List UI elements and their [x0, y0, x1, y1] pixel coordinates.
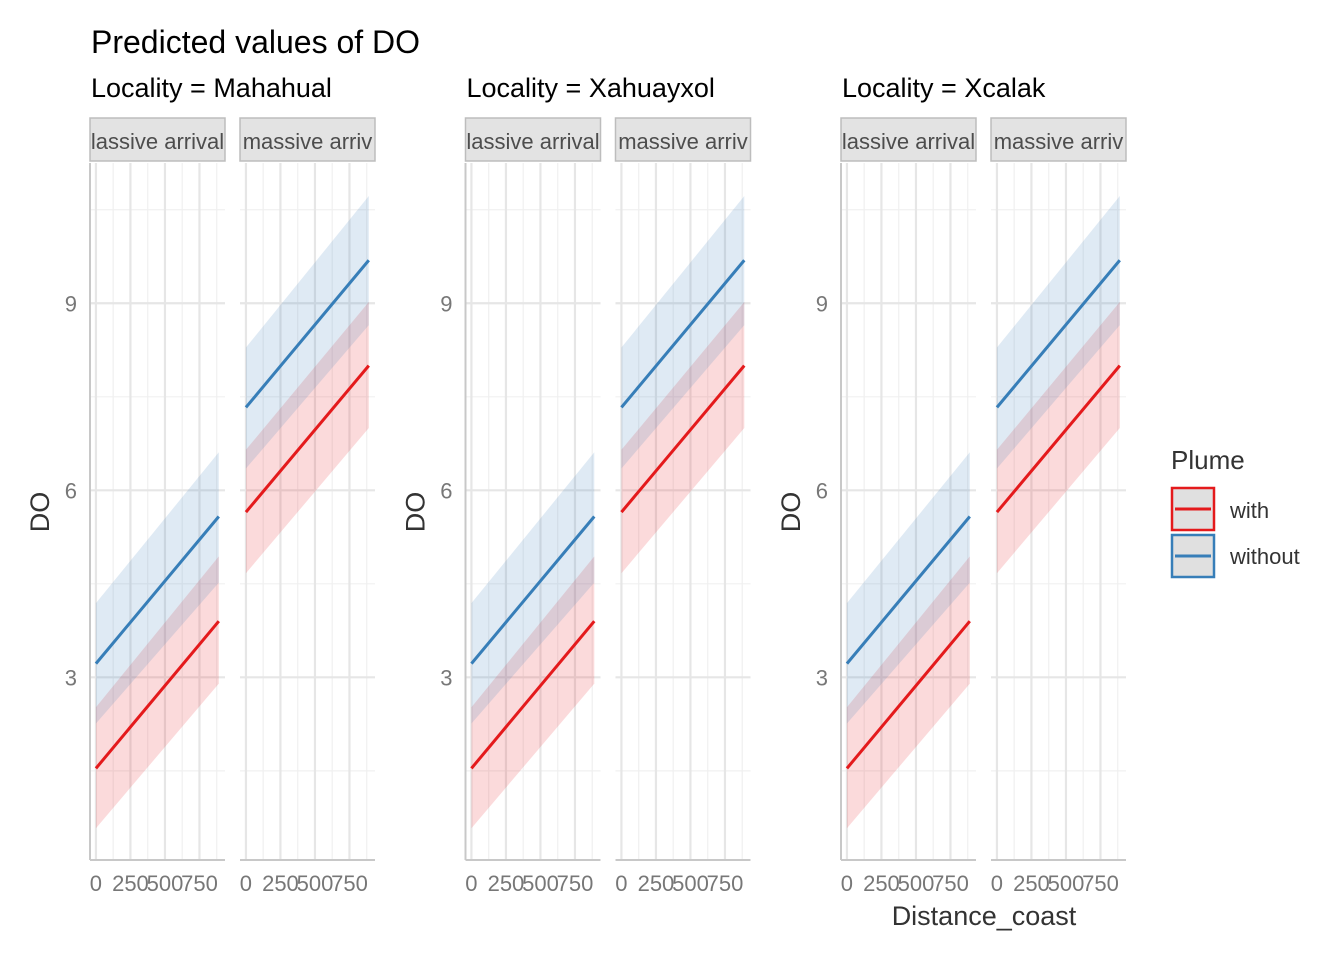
y-tick-label: 3: [816, 665, 828, 690]
x-tick-label: 0: [90, 871, 102, 896]
ci-ribbon-with: [95, 556, 219, 829]
series-line-with: [244, 364, 370, 514]
x-tick-label: 250: [863, 871, 900, 896]
legend-title: Plume: [1171, 445, 1245, 475]
locality-title: Locality = Mahahual: [91, 73, 332, 103]
x-tick-label: 750: [707, 871, 744, 896]
facet-strip: [990, 117, 1127, 162]
legend: Plume with without: [1170, 445, 1300, 579]
series-line-without: [94, 515, 220, 665]
x-tick-label: 500: [672, 871, 709, 896]
y-tick-label: 6: [65, 478, 77, 503]
series-line-with: [845, 620, 971, 770]
x-tick-label: 500: [147, 871, 184, 896]
y-tick-label: 9: [65, 291, 77, 316]
facet-strip-label: lassive arrival: [466, 129, 599, 154]
x-tick-label: 750: [932, 871, 969, 896]
facet-strip: [614, 117, 752, 162]
legend-label-without: without: [1229, 544, 1300, 569]
x-tick-label: 250: [1013, 871, 1050, 896]
y-tick-label: 6: [816, 478, 828, 503]
facet-strip: [464, 117, 602, 162]
x-tick-label: 750: [1082, 871, 1119, 896]
facet-strip-label: lassive arrival: [91, 129, 224, 154]
facet-strip-label: massive arriv: [618, 129, 748, 154]
ci-ribbon-with: [471, 556, 595, 829]
x-tick-label: 500: [898, 871, 935, 896]
x-tick-label: 500: [522, 871, 559, 896]
series-line-without: [845, 515, 971, 665]
y-axis-title: DO: [776, 492, 806, 533]
legend-label-with: with: [1229, 498, 1269, 523]
locality-title: Locality = Xcalak: [842, 73, 1046, 103]
x-tick-label: 750: [557, 871, 594, 896]
series-line-with: [470, 620, 596, 770]
x-tick-label: 250: [488, 871, 525, 896]
y-tick-label: 3: [65, 665, 77, 690]
facet-strip-label: lassive arrival: [842, 129, 975, 154]
x-tick-label: 750: [331, 871, 368, 896]
series-line-without: [470, 515, 596, 665]
series-line-with: [94, 620, 220, 770]
series-line-without: [620, 259, 746, 409]
x-tick-label: 250: [638, 871, 675, 896]
facet-strip-label: massive arriv: [994, 129, 1124, 154]
x-tick-label: 250: [112, 871, 149, 896]
locality-group: Locality = Mahahual DO 3 6 9 lassive arrival 0…: [25, 73, 376, 896]
x-tick-label: 500: [1048, 871, 1085, 896]
y-tick-label: 3: [440, 665, 452, 690]
ci-ribbon-with: [846, 556, 970, 829]
y-axis-title: DO: [25, 492, 55, 533]
y-axis-title: DO: [401, 492, 431, 533]
facet-strip: [89, 117, 226, 162]
x-tick-label: 0: [465, 871, 477, 896]
x-tick-label: 0: [991, 871, 1003, 896]
locality-group: Locality = Xahuayxol DO 3 6 9 lassive arrival…: [401, 73, 752, 896]
facet-strip-label: massive arriv: [243, 129, 373, 154]
x-tick-label: 0: [841, 871, 853, 896]
x-tick-label: 0: [240, 871, 252, 896]
y-tick-label: 9: [816, 291, 828, 316]
x-tick-label: 500: [297, 871, 334, 896]
locality-title: Locality = Xahuayxol: [467, 73, 715, 103]
y-tick-label: 9: [440, 291, 452, 316]
legend-item-without: without: [1170, 533, 1300, 579]
chart-title: Predicted values of DO: [91, 24, 420, 60]
series-line-without: [244, 259, 370, 409]
x-tick-label: 250: [262, 871, 299, 896]
series-line-with: [995, 364, 1121, 514]
y-tick-label: 6: [440, 478, 452, 503]
locality-group: Locality = Xcalak DO 3 6 9 lassive arrival 0 25…: [776, 73, 1127, 896]
facet-strip: [239, 117, 376, 162]
series-line-with: [620, 364, 746, 514]
legend-item-with: with: [1170, 486, 1269, 532]
x-tick-label: 0: [615, 871, 627, 896]
x-tick-label: 750: [181, 871, 218, 896]
facet-strip: [840, 117, 977, 162]
x-axis-title: Distance_coast: [892, 901, 1077, 931]
series-line-without: [995, 259, 1121, 409]
